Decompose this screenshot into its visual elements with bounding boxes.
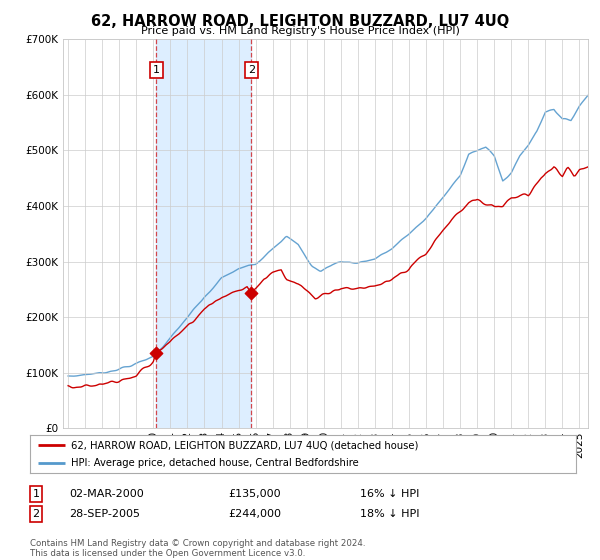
Text: 1: 1: [32, 489, 40, 499]
Point: [151, 349, 161, 358]
Text: 62, HARROW ROAD, LEIGHTON BUZZARD, LU7 4UQ: 62, HARROW ROAD, LEIGHTON BUZZARD, LU7 4…: [91, 14, 509, 29]
Text: Price paid vs. HM Land Registry's House Price Index (HPI): Price paid vs. HM Land Registry's House …: [140, 26, 460, 36]
Text: 02-MAR-2000: 02-MAR-2000: [69, 489, 144, 499]
Text: 16% ↓ HPI: 16% ↓ HPI: [360, 489, 419, 499]
Text: 1: 1: [153, 65, 160, 75]
Text: Contains HM Land Registry data © Crown copyright and database right 2024.
This d: Contains HM Land Registry data © Crown c…: [30, 539, 365, 558]
Bar: [156, 39, 251, 428]
Text: 2: 2: [32, 509, 40, 519]
Text: HPI: Average price, detached house, Central Bedfordshire: HPI: Average price, detached house, Cent…: [71, 458, 359, 468]
Text: 2: 2: [248, 65, 255, 75]
Text: £244,000: £244,000: [228, 509, 281, 519]
Text: 62, HARROW ROAD, LEIGHTON BUZZARD, LU7 4UQ (detached house): 62, HARROW ROAD, LEIGHTON BUZZARD, LU7 4…: [71, 440, 418, 450]
Point: [247, 288, 256, 297]
Text: 28-SEP-2005: 28-SEP-2005: [69, 509, 140, 519]
Text: 18% ↓ HPI: 18% ↓ HPI: [360, 509, 419, 519]
Text: £135,000: £135,000: [228, 489, 281, 499]
